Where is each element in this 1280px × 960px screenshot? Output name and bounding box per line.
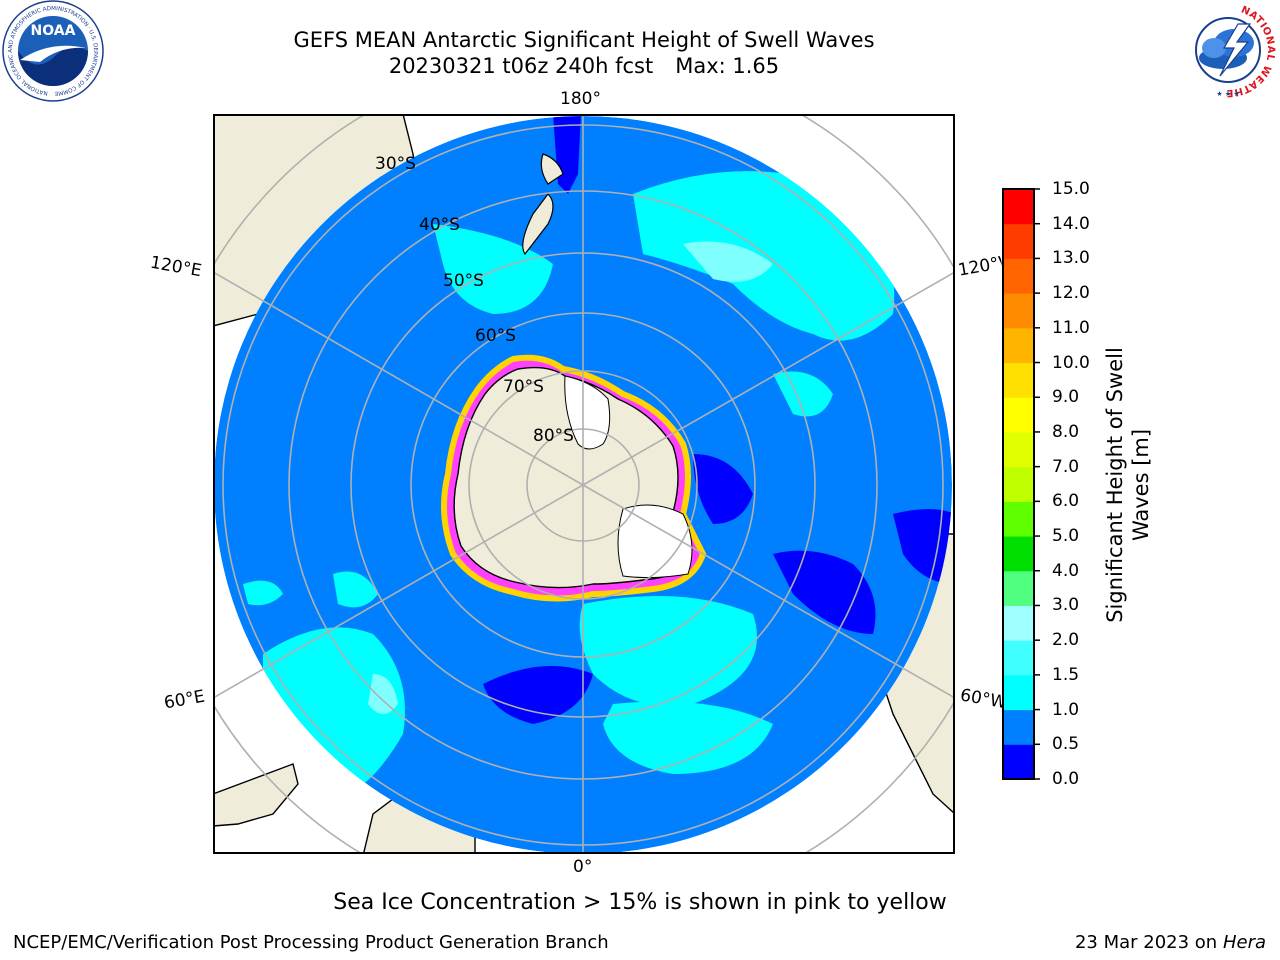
svg-text:★ ★ ★: ★ ★ ★ xyxy=(1216,90,1239,98)
colorbar-segment xyxy=(1003,536,1034,572)
colorbar xyxy=(1002,188,1040,780)
lat-label-80s: 80°S xyxy=(533,426,574,446)
colorbar-tick-label: 3.0 xyxy=(1052,595,1080,616)
sea-ice-note: Sea Ice Concentration > 15% is shown in … xyxy=(333,890,947,915)
lon-label-120w: 120°W xyxy=(956,253,1004,281)
colorbar-segment xyxy=(1003,605,1034,641)
colorbar-label: Significant Height of Swell Waves [m] xyxy=(1103,347,1153,623)
colorbar-segment xyxy=(1003,397,1034,433)
colorbar-tick-label: 1.0 xyxy=(1052,699,1080,720)
lat-label-70s: 70°S xyxy=(503,377,544,397)
colorbar-tick-label: 1.5 xyxy=(1052,664,1080,685)
colorbar-segment xyxy=(1003,362,1034,398)
nws-logo-icon: NATIONAL WEATHER SERVICE ★ ★ ★ xyxy=(1176,0,1276,98)
colorbar-tick-label: 2.0 xyxy=(1052,630,1080,651)
colorbar-segment xyxy=(1003,466,1034,502)
noaa-logo-icon: NOAA NATIONAL OCEANIC AND ATMOSPHERIC AD… xyxy=(0,0,104,102)
swell-patches xyxy=(243,171,895,804)
colorbar-tick-label: 13.0 xyxy=(1052,248,1090,269)
colorbar-segment xyxy=(1003,501,1034,537)
colorbar-segment xyxy=(1003,223,1034,259)
footer-machine: Hera xyxy=(1222,932,1266,953)
colorbar-tick-label: 14.0 xyxy=(1052,213,1090,234)
colorbar-tick-label: 4.0 xyxy=(1052,560,1080,581)
colorbar-segment xyxy=(1003,709,1034,745)
lat-label-40s: 40°S xyxy=(419,215,460,235)
lat-label-50s: 50°S xyxy=(443,271,484,291)
colorbar-segment xyxy=(1003,189,1034,225)
run-label: 20230321 t06z 240h fcst xyxy=(388,54,654,78)
footer-date: 23 Mar 2023 on Hera xyxy=(1075,932,1266,953)
colorbar-segment xyxy=(1003,293,1034,329)
graticule xyxy=(213,114,954,854)
colorbar-tick-label: 0.5 xyxy=(1052,734,1080,755)
chart-title: GEFS MEAN Antarctic Significant Height o… xyxy=(293,28,875,52)
colorbar-tick-label: 12.0 xyxy=(1052,283,1090,304)
colorbar-tick-label: 0.0 xyxy=(1052,769,1080,789)
colorbar-tick-label: 8.0 xyxy=(1052,421,1080,442)
colorbar-tick-label: 9.0 xyxy=(1052,387,1080,408)
footer-date-text: 23 Mar 2023 on xyxy=(1074,932,1218,953)
lon-label-180: 180° xyxy=(560,89,601,109)
new-zealand xyxy=(522,153,564,256)
colorbar-segment xyxy=(1003,674,1034,711)
colorbar-tick-label: 7.0 xyxy=(1052,456,1080,477)
polar-map: 30°S 40°S 50°S 60°S 70°S 80°S xyxy=(213,114,955,854)
noaa-text: NOAA xyxy=(31,23,76,39)
colorbar-tick-label: 5.0 xyxy=(1052,526,1080,547)
colorbar-segment xyxy=(1003,258,1034,294)
lon-label-60e: 60°E xyxy=(162,686,207,714)
footer-branch: NCEP/EMC/Verification Post Processing Pr… xyxy=(13,932,609,953)
colorbar-segment xyxy=(1003,640,1034,676)
colorbar-segment xyxy=(1003,744,1034,780)
colorbar-segment xyxy=(1003,431,1034,468)
lon-label-0: 0° xyxy=(573,857,593,877)
colorbar-tick-label: 10.0 xyxy=(1052,352,1090,373)
lat-label-60s: 60°S xyxy=(475,326,516,346)
lat-label-30s: 30°S xyxy=(375,154,416,174)
colorbar-tick-label: 15.0 xyxy=(1052,179,1090,199)
lon-label-120e: 120°E xyxy=(148,252,204,282)
colorbar-tick-label: 11.0 xyxy=(1052,317,1090,338)
max-label: Max: 1.65 xyxy=(675,54,780,78)
colorbar-segment xyxy=(1003,570,1034,606)
lon-label-60w: 60°W xyxy=(958,685,1006,713)
colorbar-segment xyxy=(1003,327,1034,364)
chart-subtitle: 20230321 t06z 240h fcst Max: 1.65 xyxy=(184,53,984,79)
colorbar-tick-label: 6.0 xyxy=(1052,491,1080,512)
antarctica xyxy=(441,354,707,602)
